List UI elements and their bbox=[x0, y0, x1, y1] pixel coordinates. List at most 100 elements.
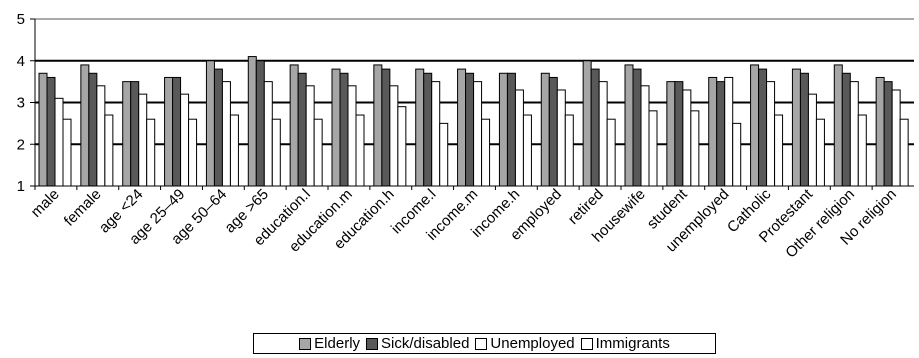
bar-sick-disabled-0 bbox=[46, 76, 56, 187]
bar-immigrants-11 bbox=[522, 114, 532, 187]
bar-unemployed-7 bbox=[347, 85, 357, 187]
bars bbox=[38, 56, 909, 187]
x-category-label: male bbox=[28, 186, 63, 221]
legend-label-elderly: Elderly bbox=[314, 335, 361, 352]
legend-swatch-elderly bbox=[299, 337, 312, 350]
bar-elderly-19 bbox=[833, 64, 843, 187]
bar-elderly-6 bbox=[289, 64, 299, 187]
y-tick-label: 4 bbox=[17, 53, 25, 70]
bar-immigrants-18 bbox=[815, 118, 825, 187]
bar-unemployed-9 bbox=[431, 81, 441, 187]
bar-sick-disabled-15 bbox=[674, 81, 684, 187]
y-tick-label: 2 bbox=[17, 136, 25, 153]
bar-elderly-1 bbox=[80, 64, 90, 187]
bar-immigrants-8 bbox=[397, 106, 407, 187]
bar-elderly-8 bbox=[373, 64, 383, 187]
bar-immigrants-10 bbox=[481, 118, 491, 187]
bar-elderly-11 bbox=[498, 72, 508, 187]
legend-label-sick-disabled: Sick/disabled bbox=[381, 335, 470, 352]
legend-label-unemployed: Unemployed bbox=[490, 335, 575, 352]
bar-unemployed-18 bbox=[807, 93, 817, 187]
bar-sick-disabled-18 bbox=[799, 72, 809, 187]
bar-immigrants-2 bbox=[146, 118, 156, 187]
legend-swatch-sick-disabled bbox=[366, 337, 379, 350]
bar-sick-disabled-2 bbox=[130, 81, 140, 187]
legend-swatch-unemployed bbox=[475, 337, 488, 350]
bar-unemployed-17 bbox=[766, 81, 776, 187]
bar-sick-disabled-4 bbox=[213, 68, 223, 187]
legend-swatch-immigrants bbox=[580, 337, 593, 350]
bar-unemployed-20 bbox=[891, 89, 901, 187]
bar-elderly-17 bbox=[750, 64, 760, 187]
bar-unemployed-16 bbox=[724, 76, 734, 187]
bar-sick-disabled-1 bbox=[88, 72, 98, 187]
bar-sick-disabled-7 bbox=[339, 72, 349, 187]
bar-immigrants-3 bbox=[188, 118, 198, 187]
bar-elderly-0 bbox=[38, 72, 48, 187]
bar-unemployed-10 bbox=[473, 81, 483, 187]
bar-elderly-2 bbox=[122, 81, 132, 187]
bar-elderly-7 bbox=[331, 68, 341, 187]
bar-unemployed-5 bbox=[263, 81, 273, 187]
bar-elderly-20 bbox=[875, 76, 885, 187]
bar-sick-disabled-20 bbox=[883, 81, 893, 187]
bar-immigrants-15 bbox=[690, 110, 700, 187]
bar-unemployed-14 bbox=[640, 85, 650, 187]
y-tick-label: 3 bbox=[17, 95, 25, 112]
bar-elderly-10 bbox=[457, 68, 467, 187]
bar-immigrants-9 bbox=[439, 122, 449, 187]
legend-label-immigrants: Immigrants bbox=[595, 335, 670, 352]
legend-item-unemployed: Unemployed bbox=[475, 335, 575, 352]
bar-sick-disabled-9 bbox=[423, 72, 433, 187]
bar-unemployed-11 bbox=[514, 89, 524, 187]
bar-unemployed-19 bbox=[849, 81, 859, 187]
bar-sick-disabled-8 bbox=[381, 68, 391, 187]
bar-elderly-12 bbox=[540, 72, 550, 187]
bar-elderly-15 bbox=[666, 81, 676, 187]
bar-immigrants-13 bbox=[606, 118, 616, 187]
bar-elderly-14 bbox=[624, 64, 634, 187]
bar-elderly-3 bbox=[164, 76, 174, 187]
bar-immigrants-7 bbox=[355, 114, 365, 187]
bar-immigrants-20 bbox=[899, 118, 909, 187]
bar-unemployed-13 bbox=[598, 81, 608, 187]
bar-sick-disabled-3 bbox=[172, 76, 182, 187]
bar-unemployed-15 bbox=[682, 89, 692, 187]
legend: Elderly Sick/disabled Unemployed Immigra… bbox=[253, 333, 716, 354]
bar-immigrants-14 bbox=[648, 110, 658, 187]
bar-immigrants-5 bbox=[271, 118, 281, 187]
bar-unemployed-8 bbox=[389, 85, 399, 187]
bar-elderly-18 bbox=[791, 68, 801, 187]
y-tick-label: 1 bbox=[17, 178, 25, 195]
bar-elderly-4 bbox=[205, 60, 215, 187]
bar-sick-disabled-17 bbox=[758, 68, 768, 187]
bar-unemployed-0 bbox=[54, 97, 64, 187]
bar-elderly-5 bbox=[247, 56, 257, 187]
bar-immigrants-16 bbox=[732, 122, 742, 187]
bar-elderly-16 bbox=[708, 76, 718, 187]
bar-immigrants-19 bbox=[857, 114, 867, 187]
bar-sick-disabled-19 bbox=[841, 72, 851, 187]
bar-immigrants-0 bbox=[62, 118, 72, 187]
bar-unemployed-1 bbox=[96, 85, 106, 187]
bar-immigrants-6 bbox=[313, 118, 323, 187]
bar-unemployed-6 bbox=[305, 85, 315, 187]
bar-sick-disabled-16 bbox=[716, 81, 726, 187]
y-tick-labels: 1 2 3 4 5 bbox=[17, 11, 35, 195]
bar-immigrants-17 bbox=[774, 114, 784, 187]
bar-sick-disabled-12 bbox=[548, 76, 558, 187]
bar-immigrants-1 bbox=[104, 114, 114, 187]
bar-sick-disabled-14 bbox=[632, 68, 642, 187]
legend-item-sick-disabled: Sick/disabled bbox=[366, 335, 469, 352]
bar-unemployed-4 bbox=[221, 81, 231, 187]
bar-immigrants-12 bbox=[564, 114, 574, 187]
bar-sick-disabled-6 bbox=[297, 72, 307, 187]
bar-sick-disabled-5 bbox=[255, 60, 265, 187]
bar-elderly-13 bbox=[582, 60, 592, 187]
y-tick-label: 5 bbox=[17, 11, 25, 28]
legend-item-immigrants: Immigrants bbox=[580, 335, 670, 352]
bar-elderly-9 bbox=[415, 68, 425, 187]
bar-unemployed-12 bbox=[556, 89, 566, 187]
